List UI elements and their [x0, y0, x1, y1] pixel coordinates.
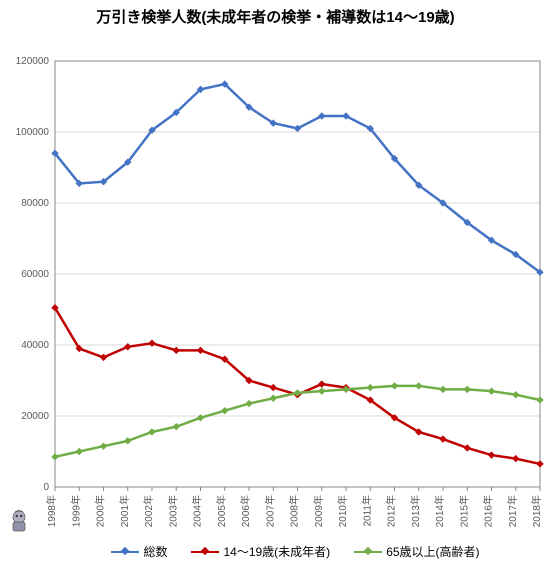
legend-item-elderly: 65歳以上(高齢者) [354, 543, 479, 560]
svg-text:2009年: 2009年 [312, 495, 325, 527]
svg-text:2007年: 2007年 [263, 495, 276, 527]
svg-text:2008年: 2008年 [288, 495, 301, 527]
svg-text:2017年: 2017年 [506, 495, 519, 527]
svg-text:100000: 100000 [16, 127, 50, 138]
svg-text:1999年: 1999年 [69, 495, 82, 527]
svg-text:2002年: 2002年 [142, 495, 155, 527]
svg-text:2001年: 2001年 [118, 495, 131, 527]
svg-text:40000: 40000 [21, 340, 49, 351]
svg-text:1998年: 1998年 [45, 495, 58, 527]
legend-label-youth: 14～19歳(未成年者) [223, 543, 330, 560]
chart-title: 万引き検挙人数(未成年者の検挙・補導数は14～19歳) [0, 0, 551, 27]
svg-text:2005年: 2005年 [215, 495, 228, 527]
svg-text:120000: 120000 [16, 56, 50, 67]
svg-text:2015年: 2015年 [457, 495, 470, 527]
legend-label-total: 総数 [143, 543, 167, 560]
legend-swatch-youth [191, 551, 219, 553]
svg-text:2000年: 2000年 [94, 495, 107, 527]
svg-text:2012年: 2012年 [385, 495, 398, 527]
chart-plot: 0 20000 40000 60000 80000 100000 120000 1998年 19… [0, 27, 551, 527]
legend-swatch-total [111, 551, 139, 553]
svg-text:2004年: 2004年 [191, 495, 204, 527]
svg-text:60000: 60000 [21, 269, 49, 280]
svg-text:2006年: 2006年 [239, 495, 252, 527]
chart-container: 万引き検挙人数(未成年者の検挙・補導数は14～19歳) 0 20000 40000 6… [0, 0, 551, 570]
svg-text:20000: 20000 [21, 411, 49, 422]
svg-text:0: 0 [43, 482, 49, 493]
legend-label-elderly: 65歳以上(高齢者) [386, 543, 479, 560]
svg-text:2013年: 2013年 [409, 495, 422, 527]
svg-text:2016年: 2016年 [482, 495, 495, 527]
svg-text:80000: 80000 [21, 198, 49, 209]
svg-text:2003年: 2003年 [166, 495, 179, 527]
svg-text:2018年: 2018年 [530, 495, 543, 527]
legend-item-youth: 14～19歳(未成年者) [191, 543, 330, 560]
legend-item-total: 総数 [111, 543, 167, 560]
legend-swatch-elderly [354, 551, 382, 553]
svg-text:2011年: 2011年 [360, 495, 373, 527]
svg-text:2010年: 2010年 [336, 495, 349, 527]
mascot-icon [6, 508, 32, 534]
svg-text:2014年: 2014年 [433, 495, 446, 527]
legend: 総数 14～19歳(未成年者) 65歳以上(高齢者) [50, 543, 541, 560]
